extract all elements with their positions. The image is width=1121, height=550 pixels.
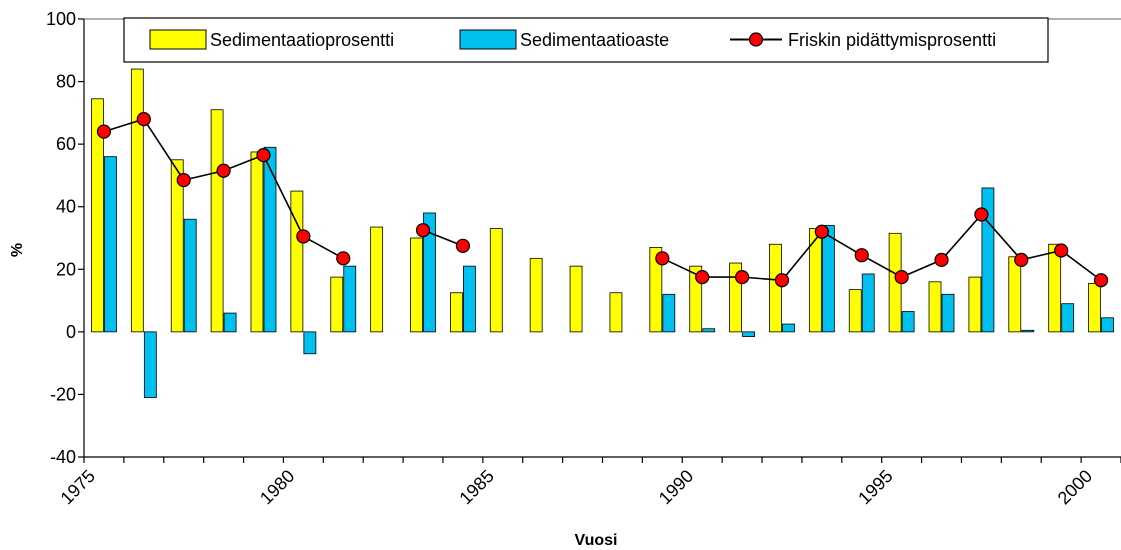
- x-tick-label: 1980: [256, 466, 298, 508]
- legend-box: [123, 17, 1049, 63]
- bar-sedimentaatioprosentti: [130, 68, 144, 333]
- x-tick-label: 2000: [1054, 466, 1096, 508]
- point-friskin: [216, 163, 231, 178]
- bar-sedimentaatioaste: [941, 293, 955, 333]
- x-tick-label: 1990: [655, 466, 697, 508]
- legend-label-friskin: Friskin pidättymisprosentti: [788, 30, 996, 50]
- bar-sedimentaatioprosentti: [250, 151, 264, 333]
- bar-sedimentaatioaste: [423, 212, 436, 333]
- y-tick-label: 100: [46, 9, 76, 29]
- point-friskin: [854, 248, 869, 263]
- bar-sedimentaatioprosentti: [848, 289, 862, 333]
- x-tick-label: 1985: [455, 466, 497, 508]
- bar-sedimentaatioaste: [742, 331, 755, 337]
- y-tick-label: -40: [50, 447, 76, 467]
- bar-sedimentaatioprosentti: [649, 246, 663, 333]
- point-friskin: [96, 124, 112, 139]
- bar-sedimentaatioprosentti: [808, 228, 822, 333]
- point-friskin: [734, 270, 750, 285]
- point-friskin: [974, 207, 989, 222]
- point-friskin: [176, 173, 191, 188]
- bar-sedimentaatioaste: [861, 273, 875, 333]
- bar-sedimentaatioprosentti: [450, 292, 463, 333]
- y-axis-label: %: [9, 243, 26, 257]
- bar-sedimentaatioaste: [1021, 329, 1035, 333]
- y-tick-label: 20: [56, 259, 76, 279]
- y-tick-label: 80: [56, 72, 76, 92]
- point-friskin: [1093, 273, 1109, 288]
- point-friskin: [136, 112, 151, 127]
- x-tick-label: 1975: [57, 466, 99, 508]
- bar-sedimentaatioprosentti: [290, 190, 304, 333]
- bar-sedimentaatioaste: [223, 312, 237, 333]
- bar-sedimentaatioaste: [263, 146, 277, 333]
- bar-sedimentaatioaste: [662, 293, 676, 333]
- bar-sedimentaatioaste: [702, 328, 716, 333]
- legend: Sedimentaatioprosentti Sedimentaatioaste…: [123, 17, 1049, 63]
- bar-sedimentaatioprosentti: [370, 226, 384, 333]
- bar-sedimentaatioaste: [782, 323, 795, 333]
- bar-sedimentaatioaste: [1101, 317, 1114, 333]
- bar-sedimentaatioprosentti: [609, 292, 623, 333]
- point-friskin: [934, 252, 949, 267]
- bar-sedimentaatioaste: [901, 311, 915, 333]
- line-friskin-segment: [661, 213, 1102, 282]
- bar-sedimentaatioprosentti: [91, 98, 104, 333]
- point-friskin: [695, 270, 710, 285]
- bar-sedimentaatioprosentti: [529, 257, 543, 333]
- point-friskin: [296, 229, 311, 244]
- bar-sedimentaatioprosentti: [210, 109, 224, 333]
- bar-sedimentaatioaste: [821, 225, 835, 333]
- bar-sedimentaatioprosentti: [769, 243, 782, 333]
- point-friskin: [814, 224, 829, 239]
- bar-sedimentaatioaste: [343, 265, 357, 333]
- point-friskin: [415, 223, 431, 238]
- bar-sedimentaatioaste: [183, 218, 197, 333]
- bar-sedimentaatioprosentti: [928, 281, 942, 333]
- x-axis-label: Vuosi: [575, 532, 618, 549]
- bar-sedimentaatioaste: [1061, 303, 1075, 333]
- line-friskin-segment: [422, 229, 464, 247]
- point-friskin: [1054, 243, 1069, 258]
- bar-sedimentaatioprosentti: [330, 276, 344, 333]
- legend-label-sedimentaatioprosentti: Sedimentaatioprosentti: [210, 30, 394, 50]
- legend-label-sedimentaatioaste: Sedimentaatioaste: [520, 30, 669, 50]
- plot-area: -40 -20 0 20 40 60 80 100 1975 1980 1985 1990 1995 20…: [46, 9, 1121, 508]
- point-friskin: [894, 270, 909, 285]
- bar-sedimentaatioprosentti: [410, 237, 423, 333]
- bar-sedimentaatioprosentti: [968, 276, 982, 333]
- bar-sedimentaatioprosentti: [1088, 282, 1101, 333]
- bar-sedimentaatioaste: [143, 331, 157, 398]
- y-tick-label: 0: [66, 322, 76, 342]
- bar-sedimentaatioaste: [463, 265, 476, 333]
- point-friskin: [455, 238, 471, 253]
- legend-swatch-sedimentaatioaste: [459, 29, 517, 50]
- bar-sedimentaatioprosentti: [1008, 256, 1022, 333]
- y-tick-label: 40: [56, 197, 76, 217]
- bar-sedimentaatioprosentti: [489, 228, 503, 333]
- y-tick-label: -20: [50, 384, 76, 404]
- legend-marker-friskin: [748, 32, 764, 47]
- y-tick-label: 60: [56, 134, 76, 154]
- x-tick-label: 1995: [854, 466, 896, 508]
- bar-sedimentaatioaste: [104, 156, 117, 333]
- point-friskin: [256, 147, 271, 163]
- bar-sedimentaatioprosentti: [170, 159, 184, 333]
- bar-sedimentaatioaste: [303, 331, 317, 355]
- point-friskin: [1014, 252, 1029, 267]
- bar-sedimentaatioprosentti: [569, 265, 583, 333]
- bar-sedimentaatioaste: [981, 187, 995, 333]
- point-friskin: [774, 273, 790, 288]
- legend-swatch-sedimentaatioprosentti: [149, 29, 207, 50]
- bar-sedimentaatioprosentti: [1048, 243, 1062, 333]
- point-friskin: [655, 251, 670, 266]
- point-friskin: [336, 251, 351, 266]
